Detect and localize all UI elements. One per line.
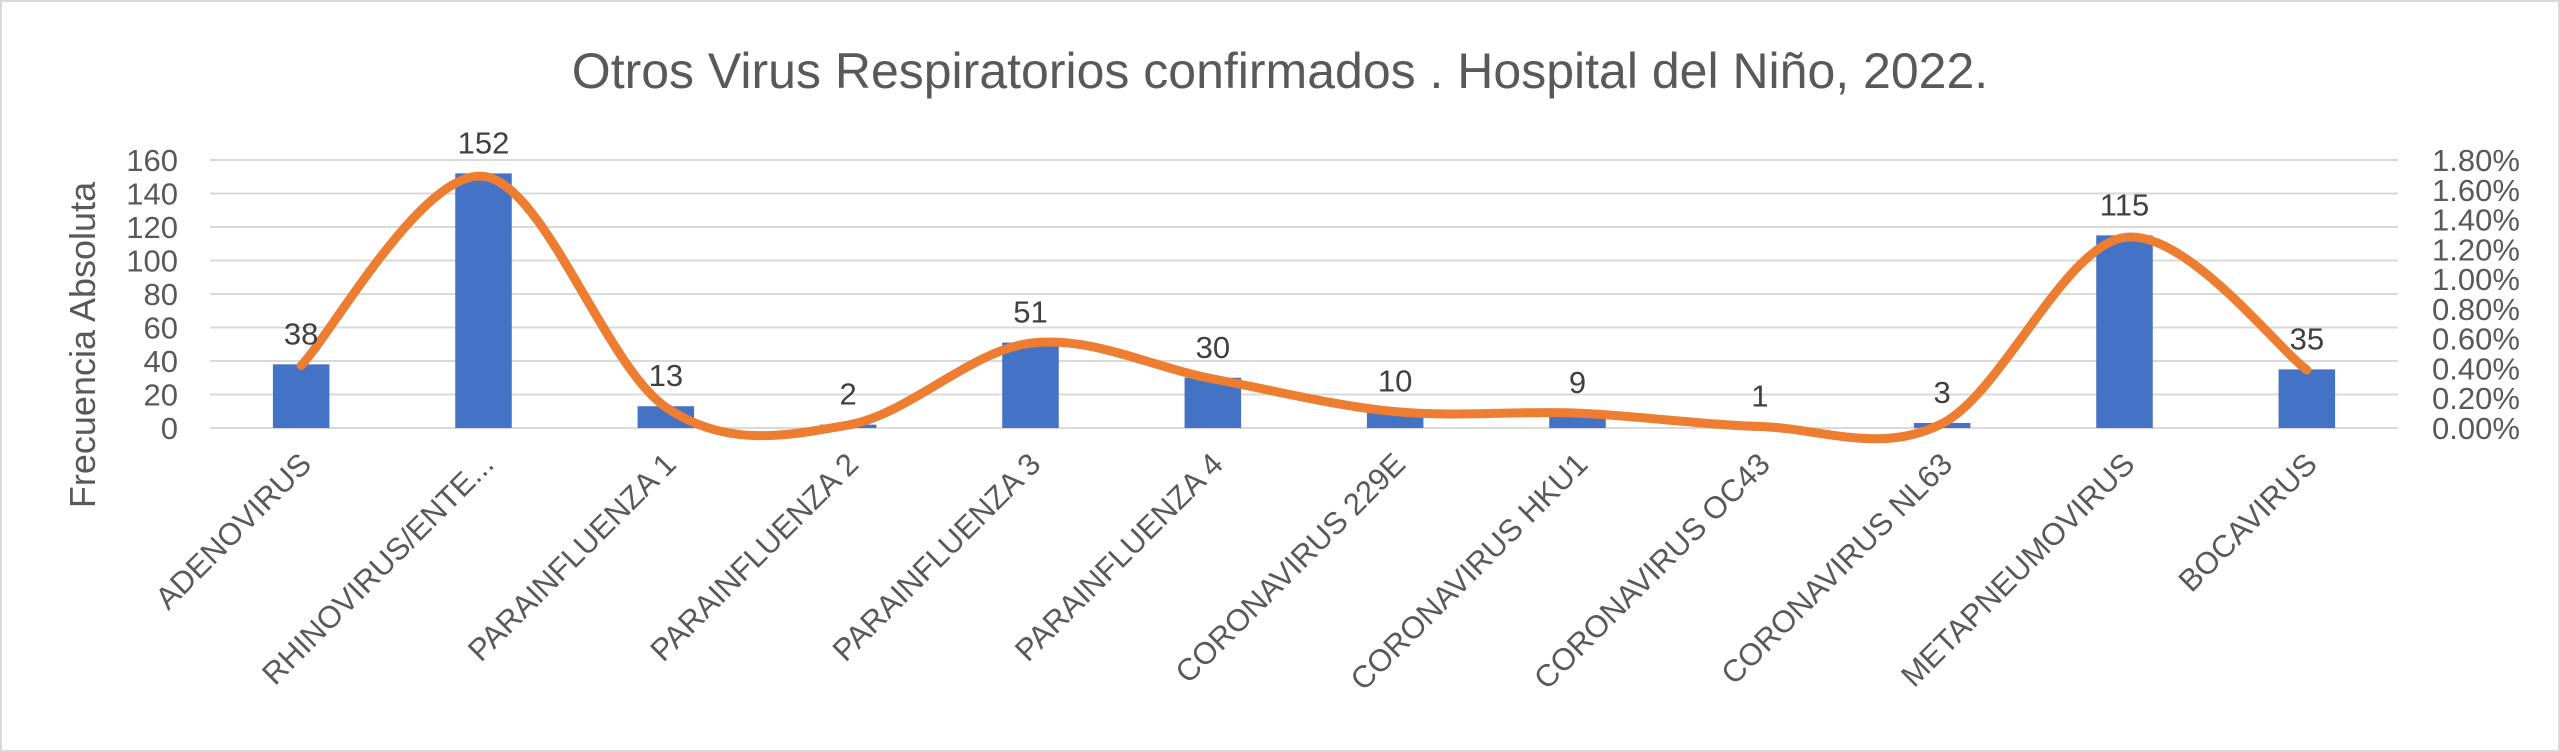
y2-tick-label: 1.20%	[2432, 232, 2520, 267]
y2-tick-label: 0.00%	[2432, 411, 2520, 446]
bar	[272, 364, 330, 428]
y2-tick-label: 1.00%	[2432, 262, 2520, 297]
data-label: 30	[1196, 330, 1230, 365]
data-label: 10	[1378, 363, 1412, 398]
category-label: BOCAVIRUS	[2172, 446, 2324, 598]
y2-tick-label: 1.80%	[2432, 143, 2520, 178]
y-axis-title: Frecuencia Absoluta	[62, 181, 103, 508]
data-label: 115	[2100, 187, 2149, 222]
y-tick-label: 100	[126, 244, 178, 279]
category-label: PARAINFLUENZA 3	[826, 446, 1048, 668]
data-label: 35	[2290, 321, 2324, 356]
percent-line	[296, 171, 2312, 444]
y-tick-label: 20	[144, 378, 178, 413]
y-tick-label: 80	[144, 277, 178, 312]
data-label: 13	[649, 358, 683, 393]
y2-tick-label: 1.60%	[2432, 173, 2520, 208]
category-label: PARAINFLUENZA 1	[461, 446, 683, 668]
data-label: 51	[1013, 295, 1047, 330]
category-label: PARAINFLUENZA 2	[643, 446, 865, 668]
y2-tick-label: 0.20%	[2432, 381, 2520, 416]
bar	[455, 173, 512, 428]
data-label: 1	[1751, 378, 1768, 413]
y2-tick-label: 1.40%	[2432, 203, 2520, 238]
y2-tick-label: 0.80%	[2432, 292, 2520, 327]
y-tick-label: 120	[126, 210, 178, 245]
category-label: ADENOVIRUS	[148, 446, 318, 616]
y-tick-label: 160	[126, 143, 178, 178]
y-tick-label: 40	[144, 344, 178, 379]
data-label: 2	[840, 377, 857, 412]
data-label: 3	[1934, 375, 1951, 410]
y2-tick-label: 0.60%	[2432, 322, 2520, 357]
y-tick-label: 140	[126, 177, 178, 212]
bar	[2278, 369, 2336, 428]
data-label: 38	[284, 316, 318, 351]
bar	[2096, 235, 2153, 428]
y-tick-label: 0	[161, 411, 178, 446]
data-label: 152	[458, 125, 510, 160]
data-label: 9	[1569, 365, 1586, 400]
y2-tick-label: 0.40%	[2432, 351, 2520, 386]
bar	[1002, 342, 1059, 428]
chart-title: Otros Virus Respiratorios confirmados . …	[572, 43, 1988, 99]
y-tick-label: 60	[144, 311, 178, 346]
category-label: PARAINFLUENZA 4	[1008, 446, 1230, 668]
